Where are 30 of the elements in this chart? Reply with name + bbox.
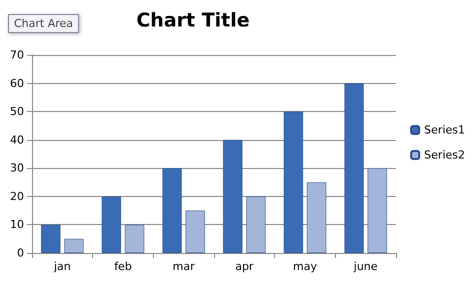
y-tick-label: 0: [17, 246, 24, 260]
y-tick-label: 10: [10, 218, 24, 232]
x-tick-label: mar: [172, 260, 196, 273]
x-tick-label: feb: [114, 260, 132, 273]
y-tick-label: 70: [10, 48, 24, 62]
bar: [284, 112, 304, 253]
bar: [344, 83, 364, 253]
bar: [162, 168, 182, 253]
bar: [306, 182, 326, 253]
bar: [246, 196, 266, 253]
bar: [41, 224, 60, 253]
chart-title: Chart Title: [136, 10, 250, 32]
bar: [102, 196, 122, 253]
legend-label: Series2: [424, 148, 465, 162]
legend-label: Series1: [424, 124, 465, 136]
bar: [64, 238, 84, 253]
bar: [368, 168, 387, 253]
x-tick-label: apr: [235, 260, 254, 273]
y-tick-label: 40: [10, 133, 24, 146]
x-tick-label: june: [352, 260, 378, 273]
y-tick-label: 20: [10, 190, 24, 203]
x-tick-label: may: [293, 260, 318, 273]
bar: [223, 140, 242, 253]
text: Chart Area: [14, 17, 74, 30]
bar: [186, 210, 205, 253]
y-tick-label: 50: [10, 105, 24, 118]
y-tick-label: 30: [10, 162, 24, 175]
y-tick-label: 60: [10, 76, 24, 90]
bar: [124, 224, 144, 253]
x-tick-label: jan: [52, 260, 71, 273]
